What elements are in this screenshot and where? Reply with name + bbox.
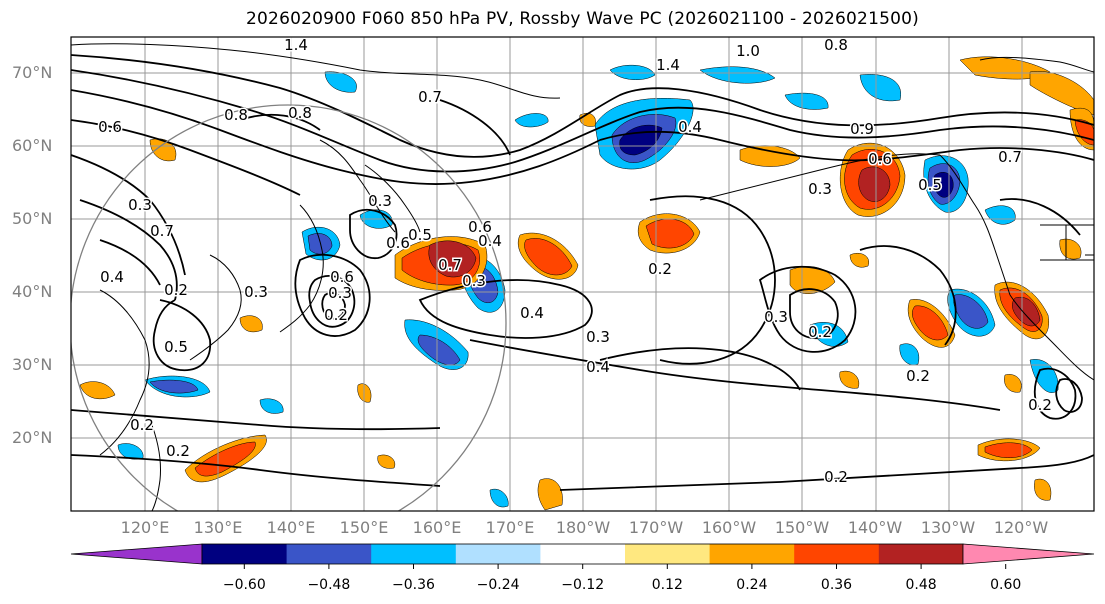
- colorbar-extend-high: [962, 543, 1095, 565]
- contour-label: 1.4: [656, 56, 680, 74]
- colorbar-cell: [625, 544, 711, 564]
- colorbar-cell: [709, 544, 795, 564]
- longitude-tick-label: 140°E: [266, 518, 316, 537]
- colorbar-tick-label: 0.36: [820, 577, 853, 593]
- longitude-tick-label: 170°E: [485, 518, 535, 537]
- contour-label: 0.3: [808, 180, 832, 198]
- contour-label: 0.2: [1028, 396, 1052, 414]
- colorbar-cell: [455, 544, 541, 564]
- coastlines: [71, 43, 1094, 511]
- contour-label: 0.8: [224, 106, 248, 124]
- contour-label: 0.3: [328, 284, 352, 302]
- colorbar-cell: [878, 544, 964, 564]
- latitude-tick-label: 20°N: [12, 428, 53, 447]
- colorbar-tick-label: −0.24: [476, 577, 520, 593]
- pv-shading: [79, 56, 1094, 511]
- contour-label: 0.3: [586, 328, 610, 346]
- longitude-tick-label: 130°W: [920, 518, 976, 537]
- contour-label: 1.0: [736, 42, 760, 60]
- longitude-tick-label: 170°W: [628, 518, 684, 537]
- graticule: [71, 37, 1094, 511]
- contour-label: 0.7: [418, 88, 442, 106]
- figure-title: 2026020900 F060 850 hPa PV, Rossby Wave …: [246, 9, 919, 29]
- map-plot-area: 1.41.0 0.81.40.70.80.40.6 0.90.80.70.60.30…: [71, 36, 1094, 511]
- colorbar-cell: [794, 544, 880, 564]
- pv-contours: [71, 54, 1094, 491]
- contour-label: 0.4: [478, 232, 502, 250]
- contour-label: 0.8: [824, 36, 848, 54]
- map-frame: [70, 36, 1095, 512]
- colorbar-tick-label: 0.24: [736, 577, 768, 593]
- contour-labels: 1.41.0 0.81.40.70.80.40.6 0.90.80.70.60.30…: [97, 36, 1054, 488]
- contour-label: 0.2: [906, 367, 930, 385]
- contour-label: 0.6: [868, 150, 892, 168]
- contour-label: 0.2: [824, 468, 848, 486]
- longitude-tick-label: 140°W: [847, 518, 903, 537]
- contour-label: 0.4: [520, 304, 544, 322]
- contour-label: 0.2: [324, 306, 348, 324]
- contour-label: 0.9: [850, 120, 874, 138]
- latitude-tick-label: 60°N: [12, 136, 53, 155]
- longitude-tick-label: 160°W: [701, 518, 757, 537]
- colorbar-extend-low: [70, 543, 203, 565]
- contour-label: 0.5: [408, 226, 432, 244]
- colorbar-cell: [202, 544, 288, 564]
- contour-label: 0.3: [368, 192, 392, 210]
- colorbar-tick-label: 0.48: [905, 577, 937, 593]
- longitude-tick-label: 120°W: [993, 518, 1049, 537]
- contour-label: 0.5: [918, 176, 942, 194]
- contour-label: 0.3: [764, 308, 788, 326]
- longitude-tick-label: 150°W: [774, 518, 830, 537]
- colorbar: [70, 543, 1095, 569]
- longitude-tick-label: 120°E: [120, 518, 170, 537]
- contour-label: 0.7: [438, 256, 462, 274]
- colorbar-cell: [286, 544, 372, 564]
- colorbar-tick-label: 0.60: [990, 577, 1022, 593]
- contour-label: 0.2: [130, 416, 154, 434]
- contour-label: 0.6: [386, 234, 410, 252]
- longitude-tick-label: 130°E: [193, 518, 243, 537]
- contour-label: 0.4: [586, 358, 610, 376]
- contour-label: 0.2: [166, 442, 190, 460]
- colorbar-cell: [540, 544, 626, 564]
- latitude-tick-label: 30°N: [12, 355, 53, 374]
- colorbar-tick-label: −0.48: [307, 577, 351, 593]
- colorbar-cell: [371, 544, 457, 564]
- contour-label: 0.4: [678, 118, 702, 136]
- longitude-tick-label: 150°E: [339, 518, 389, 537]
- contour-label: 0.3: [128, 196, 152, 214]
- contour-label: 0.3: [462, 272, 486, 290]
- colorbar-tick-label: 0.12: [651, 577, 683, 593]
- latitude-tick-label: 50°N: [12, 209, 53, 228]
- colorbar-tick-label: −0.60: [222, 577, 266, 593]
- colorbar-tick-label: −0.36: [392, 577, 435, 593]
- contour-label: 0.3: [244, 283, 268, 301]
- contour-label: 0.6: [330, 268, 354, 286]
- contour-label: 0.8: [288, 104, 312, 122]
- contour-label: 0.2: [808, 323, 832, 341]
- contour-label: 0.4: [100, 268, 124, 286]
- latitude-tick-label: 70°N: [12, 63, 53, 82]
- contour-label: 0.7: [998, 148, 1022, 166]
- contour-label: 0.6: [468, 218, 492, 236]
- contour-label: 0.7: [150, 222, 174, 240]
- contour-label: 0.2: [164, 281, 188, 299]
- radius-circle: [71, 104, 507, 511]
- contour-label: 0.2: [648, 260, 672, 278]
- latitude-tick-label: 40°N: [12, 282, 53, 301]
- contour-label: 1.4: [284, 36, 308, 54]
- contour-label: 0.6: [98, 118, 122, 136]
- longitude-tick-label: 160°E: [412, 518, 462, 537]
- longitude-tick-label: 180°W: [555, 518, 611, 537]
- contour-label: 0.5: [164, 338, 188, 356]
- colorbar-tick-label: −0.12: [561, 577, 605, 593]
